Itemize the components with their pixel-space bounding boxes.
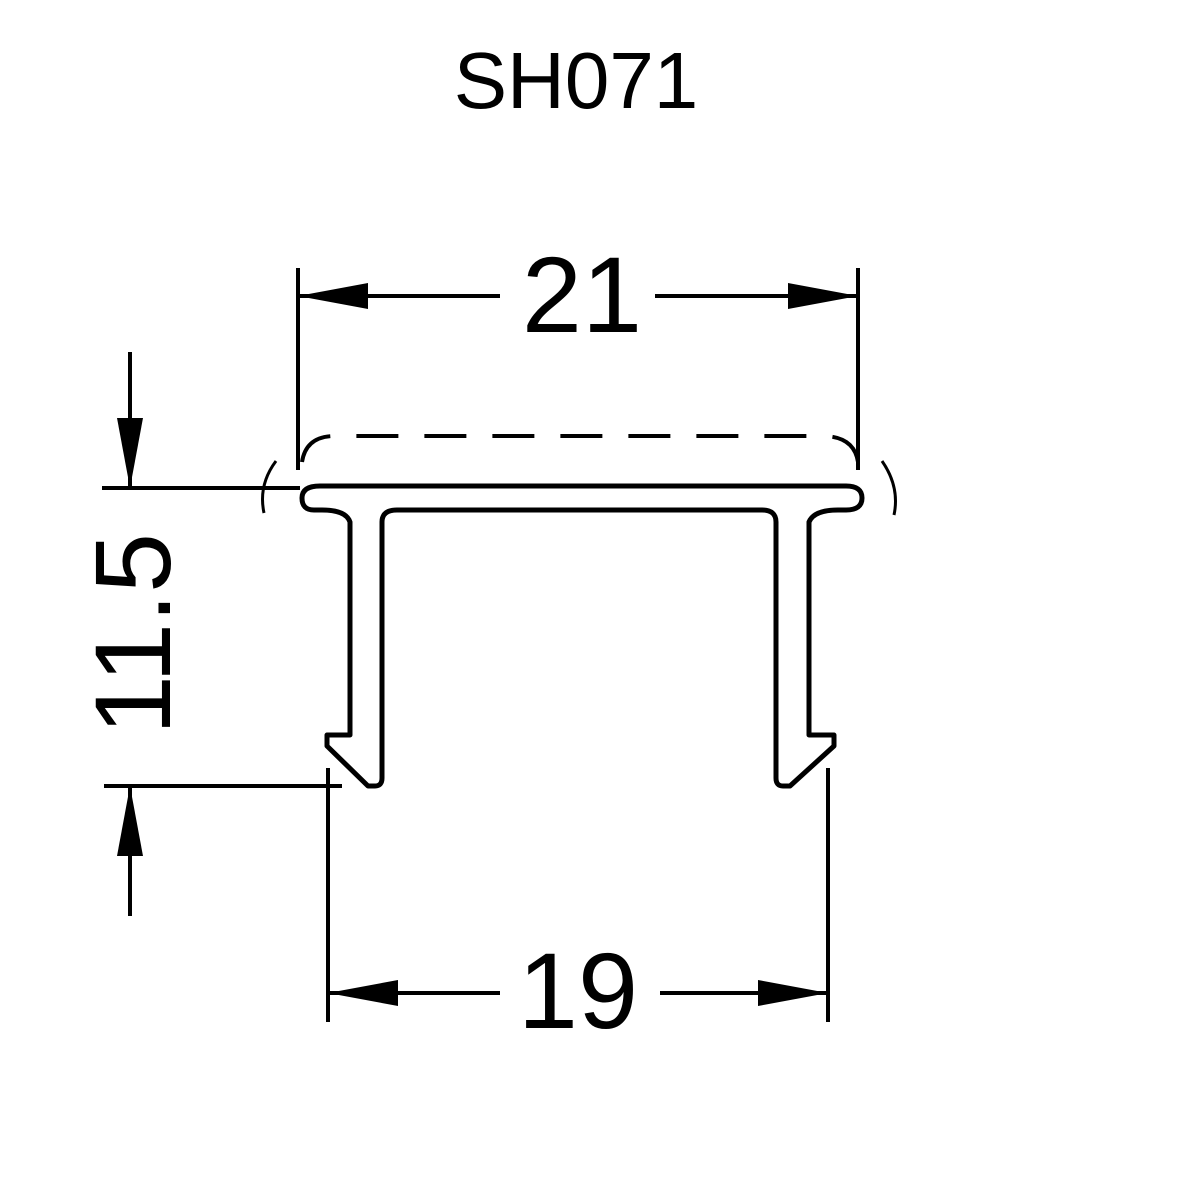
bottom-width-dimension: 19 bbox=[326, 768, 830, 1051]
part-number-title: SH071 bbox=[454, 36, 699, 125]
top-width-label: 21 bbox=[522, 234, 642, 355]
height-top-arrowhead bbox=[117, 418, 143, 488]
height-bottom-arrowhead bbox=[117, 786, 143, 856]
bottom-width-label: 19 bbox=[518, 930, 638, 1051]
top-width-dimension: 21 bbox=[296, 234, 860, 470]
height-label: 11.5 bbox=[72, 533, 193, 735]
top-right-arrowhead bbox=[788, 283, 858, 309]
bottom-right-arrowhead bbox=[758, 980, 828, 1006]
bottom-left-arrowhead bbox=[328, 980, 398, 1006]
height-dimension: 11.5 bbox=[72, 352, 342, 916]
dashed-outline bbox=[300, 434, 860, 463]
profile-outline bbox=[299, 483, 865, 789]
right-arc-mark bbox=[880, 460, 897, 516]
top-left-arrowhead bbox=[298, 283, 368, 309]
